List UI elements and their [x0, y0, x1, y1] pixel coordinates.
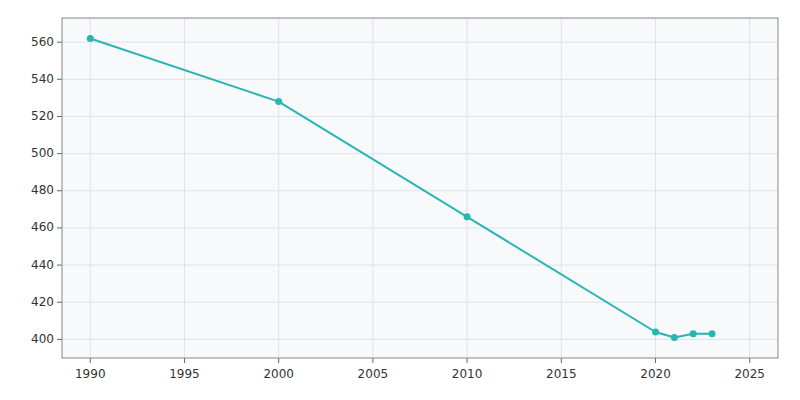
- y-grid-line: [62, 339, 778, 340]
- x-grid-line: [467, 18, 468, 358]
- x-tick-label: 2020: [640, 367, 671, 381]
- y-tick-label: 480: [31, 183, 54, 197]
- x-tick-label: 2015: [546, 367, 577, 381]
- x-tick: [372, 358, 373, 363]
- axes: 400 420 440 460 480 500 520 540 560 1990 1995 2000 2…: [31, 35, 765, 381]
- x-tick-label: 2010: [452, 367, 483, 381]
- x-tick-label: 2000: [263, 367, 294, 381]
- chart-container: 400 420 440 460 480 500 520 540 560 1990 1995 2000 2…: [0, 0, 800, 400]
- y-tick-label: 460: [31, 220, 54, 234]
- line: [90, 38, 712, 337]
- x-tick: [561, 358, 562, 363]
- y-tick: [57, 227, 62, 228]
- y-tick: [57, 302, 62, 303]
- point: [275, 98, 282, 105]
- y-grid-line: [62, 190, 778, 191]
- y-tick: [57, 339, 62, 340]
- x-tick-label: 2005: [358, 367, 389, 381]
- y-tick-label: 440: [31, 258, 54, 272]
- y-tick-label: 520: [31, 109, 54, 123]
- y-grid-line: [62, 302, 778, 303]
- y-tick-label: 500: [31, 146, 54, 160]
- x-tick-label: 2025: [734, 367, 765, 381]
- point: [690, 330, 697, 337]
- y-grid-line: [62, 265, 778, 266]
- x-tick-label: 1995: [169, 367, 200, 381]
- x-grid-line: [90, 18, 91, 358]
- plot-background: [62, 18, 778, 358]
- x-grid-line: [372, 18, 373, 358]
- x-grid-line: [278, 18, 279, 358]
- y-tick-label: 420: [31, 295, 54, 309]
- point: [464, 213, 471, 220]
- y-tick-label: 540: [31, 72, 54, 86]
- x-tick-label: 1990: [75, 367, 106, 381]
- y-tick: [57, 265, 62, 266]
- x-tick: [467, 358, 468, 363]
- y-tick: [57, 116, 62, 117]
- y-grid-line: [62, 79, 778, 80]
- x-tick: [278, 358, 279, 363]
- y-tick-label: 400: [31, 332, 54, 346]
- x-tick: [90, 358, 91, 363]
- x-tick: [184, 358, 185, 363]
- point: [87, 35, 94, 42]
- x-tick: [655, 358, 656, 363]
- y-tick: [57, 42, 62, 43]
- y-tick: [57, 79, 62, 80]
- chart: 400 420 440 460 480 500 520 540 560 1990 1995 2000 2…: [0, 0, 800, 400]
- point: [652, 328, 659, 335]
- y-grid-line: [62, 227, 778, 228]
- y-grid-line: [62, 42, 778, 43]
- x-grid-line: [655, 18, 656, 358]
- x-tick: [749, 358, 750, 363]
- point: [671, 334, 678, 341]
- y-tick: [57, 153, 62, 154]
- y-tick-label: 560: [31, 35, 54, 49]
- x-grid-line: [749, 18, 750, 358]
- point: [709, 330, 716, 337]
- y-grid-line: [62, 116, 778, 117]
- y-grid-line: [62, 153, 778, 154]
- x-grid-line: [561, 18, 562, 358]
- plot-frame: [62, 18, 778, 358]
- y-tick: [57, 190, 62, 191]
- series: [87, 35, 716, 341]
- grid: [62, 18, 778, 358]
